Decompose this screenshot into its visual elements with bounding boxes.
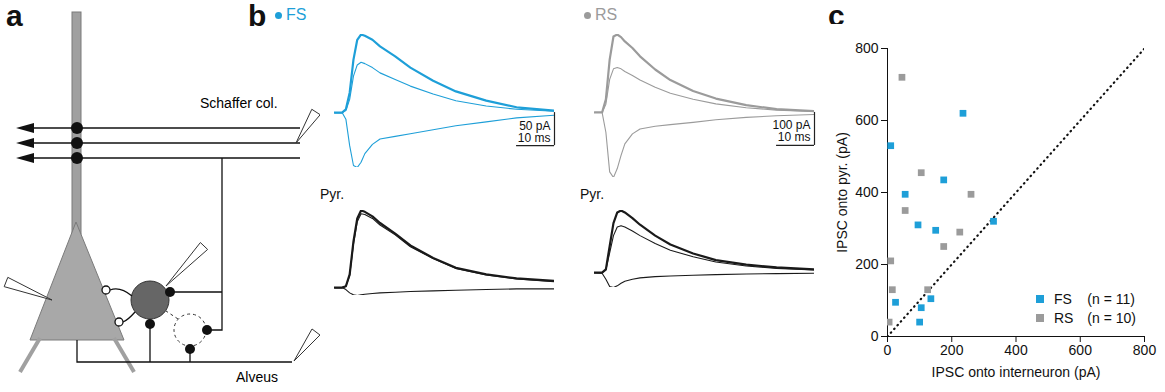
html-text:RS: RS [1053,310,1074,326]
svg-text:10 ms: 10 ms [518,131,551,145]
svg-text:Alveus: Alveus [236,369,278,385]
html-text:b: b [248,0,267,32]
svg-text:200: 200 [855,256,879,272]
svg-text:50 pA: 50 pA [519,118,551,133]
svg-text:Schaffer col.: Schaffer col. [200,95,278,111]
svg-text:IPSC onto interneuron (pA): IPSC onto interneuron (pA) [932,364,1101,380]
svg-text:800: 800 [855,40,879,56]
svg-text:800: 800 [1133,342,1157,358]
svg-text:400: 400 [855,184,879,200]
html-text:FS: FS [286,6,307,23]
html-text:a: a [6,0,23,32]
html-text:c: c [828,0,845,32]
svg-text:400: 400 [1004,342,1028,358]
html-text:RS: RS [595,6,618,23]
html-text:Pyr.: Pyr. [580,186,605,202]
svg-text:200: 200 [940,342,964,358]
svg-text:100 pA: 100 pA [772,118,811,133]
html-text:FS: FS [1053,291,1072,307]
svg-text:600: 600 [855,112,879,128]
html-text:(n = 11): (n = 11) [1087,291,1135,307]
svg-text:10 ms: 10 ms [778,130,811,144]
svg-text:600: 600 [1069,342,1093,358]
svg-text:0: 0 [884,342,892,358]
svg-text:0: 0 [871,328,879,344]
html-text:Pyr.: Pyr. [320,186,345,202]
svg-text:IPSC onto pyr. (pA): IPSC onto pyr. (pA) [834,132,850,253]
html-text:(n = 10): (n = 10) [1087,310,1136,326]
